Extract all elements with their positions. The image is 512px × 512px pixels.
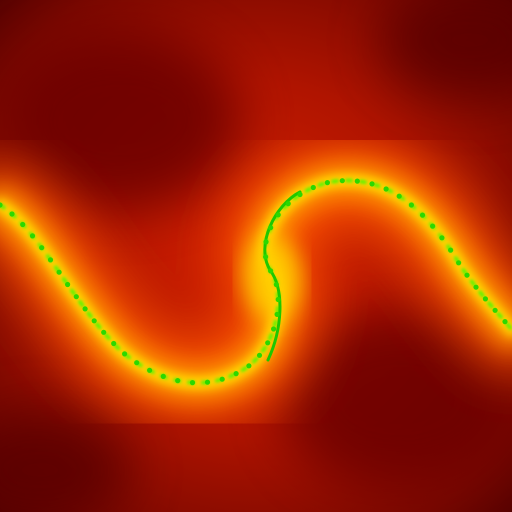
spiral-dot	[101, 329, 107, 335]
spiral-dot	[274, 311, 280, 317]
spiral-dot	[91, 318, 97, 324]
spiral-dot	[204, 379, 211, 385]
spiral-dot	[73, 294, 79, 300]
spiral-dot	[275, 296, 281, 303]
spiral-dot	[439, 235, 445, 241]
spiral-dot	[233, 371, 239, 377]
spiral-dot	[310, 184, 316, 191]
spiral-dot	[65, 281, 71, 288]
spiral-dot	[256, 352, 263, 358]
spiral-dot	[134, 360, 140, 366]
spiral-dot	[263, 239, 269, 245]
spiral-dot	[324, 180, 330, 186]
spiral-dot	[47, 257, 54, 263]
spiral-dot	[219, 376, 225, 382]
spiral-dot	[268, 225, 274, 231]
spiral-dot	[482, 296, 488, 302]
spiral-dot	[354, 178, 360, 184]
spiral-dot	[502, 319, 508, 325]
spiral-dot	[39, 245, 45, 251]
spiral-dot	[56, 269, 62, 275]
spiral-dot	[473, 284, 479, 290]
spiral-dot	[111, 340, 117, 347]
spiral-dot	[265, 340, 271, 346]
spiral-dot	[160, 373, 166, 379]
spiral-dot	[275, 212, 281, 218]
spiral-dot	[464, 272, 470, 278]
spiral-dot	[297, 191, 303, 198]
spiral-dot	[122, 351, 128, 357]
spiral-dot	[147, 367, 153, 373]
spiral-dots	[0, 178, 508, 386]
core-glow	[244, 236, 300, 320]
spiral-dot	[82, 306, 88, 312]
spiral-dot	[396, 193, 402, 199]
spiral-dot	[175, 378, 181, 384]
spiral-dot	[492, 307, 498, 313]
spiral-dot	[273, 282, 279, 288]
spiral-dot	[285, 201, 291, 207]
spiral-dot	[246, 363, 252, 369]
spiral-dot	[448, 247, 454, 253]
spiral-dot	[383, 186, 389, 192]
spiral-dot	[419, 212, 426, 218]
spiral-dot	[263, 254, 269, 260]
spiral-dot	[20, 221, 26, 228]
spiral-dot	[456, 260, 462, 266]
spiral-dot	[369, 181, 375, 187]
spiral-dot	[339, 178, 345, 184]
spiral-dot	[268, 268, 274, 274]
spiral-dot	[408, 202, 414, 208]
spiral-dot	[0, 202, 3, 208]
spiral-dot	[9, 211, 15, 217]
spiral-dot	[189, 380, 196, 386]
spiral-dot	[271, 326, 277, 332]
spiral-dot	[430, 223, 436, 229]
spiral-dot	[29, 233, 36, 239]
